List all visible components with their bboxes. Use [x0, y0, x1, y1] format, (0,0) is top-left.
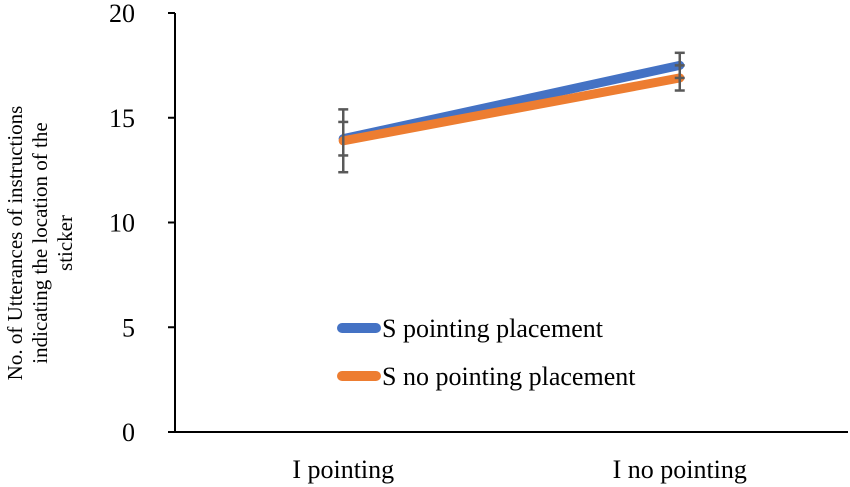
x-tick-label: I no pointing [613, 455, 747, 484]
y-tick-label: 10 [109, 209, 135, 238]
legend-label: S pointing placement [382, 314, 604, 343]
series-lines [338, 60, 685, 146]
legend: S pointing placement S no pointing placem… [337, 314, 636, 391]
y-axis-label-line-1: No. of Utterances of instructions [3, 106, 27, 381]
series-line-2 [338, 73, 685, 146]
y-tick-label: 15 [109, 104, 135, 133]
y-axis-label: No. of Utterances of instructions indica… [3, 106, 77, 381]
axes [168, 12, 848, 433]
y-axis-label-line-2: indicating the location of the [28, 122, 52, 363]
y-tick-label: 20 [109, 0, 135, 28]
legend-label: S no pointing placement [382, 362, 636, 391]
y-axis-label-line-3: sticker [53, 215, 77, 271]
y-tick-labels: 0 5 10 15 20 [109, 0, 135, 447]
error-bars [338, 51, 685, 174]
y-tick-label: 5 [122, 313, 135, 342]
x-tick-label: I pointing [292, 455, 394, 484]
y-tick-label: 0 [122, 418, 135, 447]
x-tick-labels: I pointing I no pointing [292, 455, 747, 484]
